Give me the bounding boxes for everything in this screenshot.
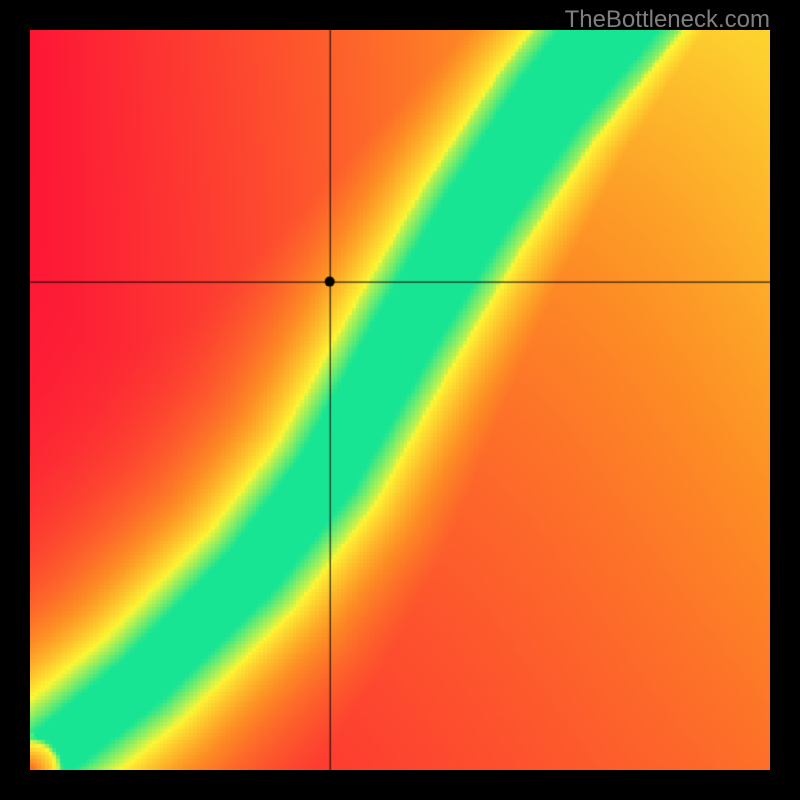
chart-container: TheBottleneck.com	[0, 0, 800, 800]
watermark-text: TheBottleneck.com	[565, 6, 770, 34]
bottleneck-heatmap	[30, 30, 770, 770]
